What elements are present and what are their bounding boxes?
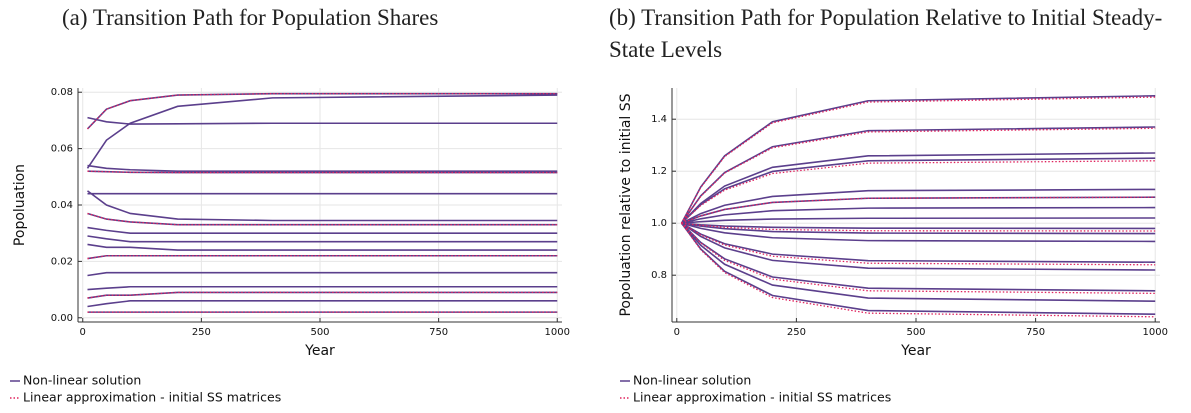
series-line (87, 285, 558, 291)
series-line (87, 92, 558, 130)
series-line (87, 235, 558, 243)
x-axis-label: Year (304, 343, 335, 359)
y-tick-label: 1.4 (651, 114, 667, 125)
series-line (87, 255, 558, 260)
series-line (87, 190, 558, 222)
x-tick-label: 750 (1026, 327, 1045, 338)
series-line (87, 243, 558, 251)
series-line (681, 222, 1156, 232)
y-tick-label: 0.00 (51, 313, 73, 324)
x-axis-label: Year (900, 343, 931, 359)
series-line (681, 160, 1156, 224)
series-line (680, 95, 1156, 224)
series-line (681, 222, 1156, 230)
x-tick-label: 500 (906, 327, 925, 338)
y-tick-label: 0.08 (51, 87, 73, 98)
series-line (680, 96, 1156, 224)
series-line (681, 222, 1156, 243)
x-tick-label: 1000 (1142, 327, 1167, 338)
y-tick-label: 1.0 (651, 218, 667, 229)
series-line (681, 206, 1156, 224)
panel-title: (b) Transition Path for Population Relat… (609, 5, 1163, 62)
x-tick-label: 250 (192, 327, 211, 338)
series-line (680, 222, 1156, 302)
x-tick-label: 1000 (545, 327, 570, 338)
y-tick-label: 0.8 (651, 270, 667, 281)
series-line (87, 226, 558, 234)
panel-title: (a) Transition Path for Population Share… (62, 5, 439, 30)
series-line (681, 222, 1156, 292)
series-line (681, 217, 1156, 224)
series-line (681, 188, 1156, 224)
series-line (681, 222, 1156, 235)
series-line (87, 116, 558, 125)
x-tick-label: 250 (787, 327, 806, 338)
series-line (87, 164, 558, 172)
series-line (87, 212, 558, 226)
legend-label: Non-linear solution (23, 373, 141, 388)
series-line (680, 222, 1156, 315)
series-line (681, 222, 1156, 295)
series-line (87, 271, 558, 277)
legend-label: Non-linear solution (633, 373, 751, 388)
series-line (680, 126, 1156, 224)
x-tick-label: 750 (429, 327, 448, 338)
legend-label: Linear approximation - initial SS matric… (23, 390, 281, 405)
series-line (87, 300, 558, 308)
y-axis-label: Popoluation relative to initial SS (618, 93, 634, 316)
series-line (681, 196, 1156, 224)
y-tick-label: 1.2 (651, 166, 667, 177)
y-tick-label: 0.06 (51, 144, 73, 155)
y-tick-label: 0.04 (51, 200, 73, 211)
x-tick-label: 0 (674, 327, 680, 338)
x-tick-label: 500 (310, 327, 329, 338)
series-line (86, 94, 558, 169)
y-axis-label: Popoluation (12, 164, 28, 246)
series-line (681, 222, 1156, 266)
legend-label: Linear approximation - initial SS matric… (633, 390, 891, 405)
series-line (681, 222, 1156, 271)
x-tick-label: 0 (80, 327, 86, 338)
series-line (87, 170, 558, 174)
series-line (87, 291, 558, 299)
y-tick-label: 0.02 (51, 256, 73, 267)
